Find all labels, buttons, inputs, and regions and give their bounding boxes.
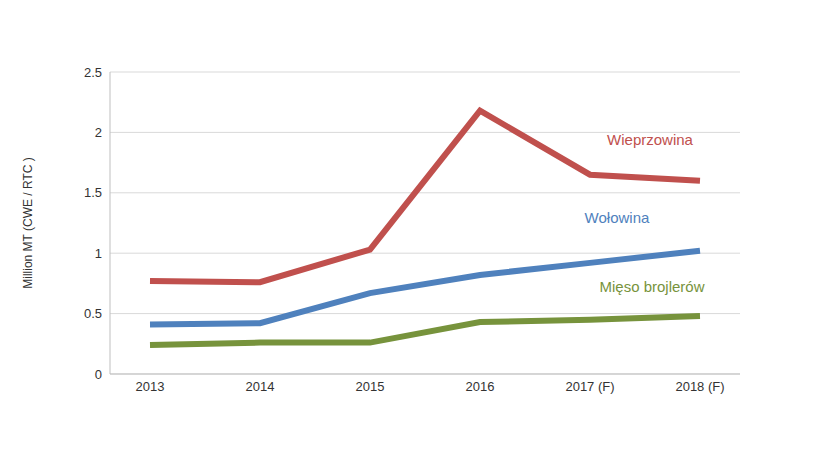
- svg-text:Wołowina: Wołowina: [585, 209, 650, 226]
- svg-text:2018 (F): 2018 (F): [675, 379, 724, 394]
- svg-text:0: 0: [95, 367, 102, 382]
- svg-text:Mięso brojlerów: Mięso brojlerów: [599, 278, 704, 295]
- svg-text:1: 1: [95, 246, 102, 261]
- svg-text:Wieprzowina: Wieprzowina: [607, 131, 694, 148]
- svg-text:1.5: 1.5: [84, 185, 102, 200]
- svg-text:2: 2: [95, 125, 102, 140]
- svg-text:2013: 2013: [136, 379, 165, 394]
- svg-text:2.5: 2.5: [84, 65, 102, 80]
- svg-text:2015: 2015: [356, 379, 385, 394]
- svg-text:Million MT (CWE / RTC ): Million MT (CWE / RTC ): [21, 157, 35, 289]
- svg-text:0.5: 0.5: [84, 306, 102, 321]
- svg-text:2017 (F): 2017 (F): [565, 379, 614, 394]
- svg-text:2014: 2014: [246, 379, 275, 394]
- svg-text:2016: 2016: [466, 379, 495, 394]
